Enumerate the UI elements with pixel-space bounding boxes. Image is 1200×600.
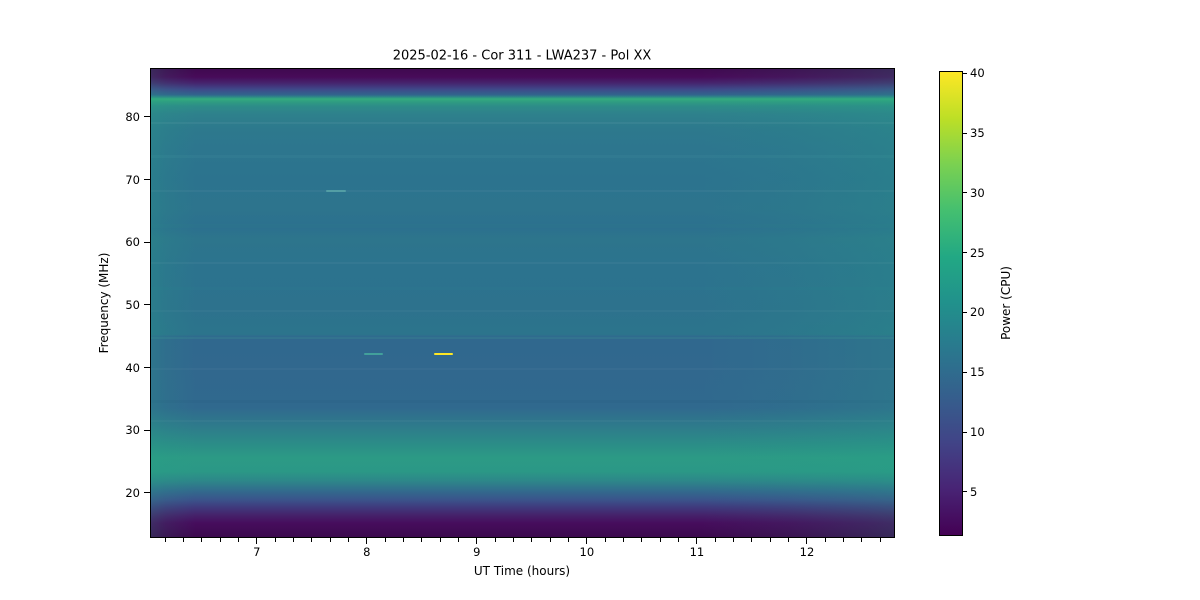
x-minor-tick bbox=[824, 538, 826, 542]
x-minor-tick bbox=[237, 538, 239, 542]
x-minor-tick bbox=[549, 538, 551, 542]
colorbar bbox=[939, 71, 963, 536]
y-tick bbox=[144, 241, 150, 243]
chart-title: 2025-02-16 - Cor 311 - LWA237 - Pol XX bbox=[392, 48, 652, 64]
y-tick bbox=[144, 179, 150, 181]
x-minor-tick bbox=[879, 538, 881, 542]
y-tick-label: 50 bbox=[125, 297, 140, 312]
colorbar-tick-label: 40 bbox=[970, 66, 985, 81]
y-tick-label: 30 bbox=[125, 423, 140, 438]
x-minor-tick bbox=[219, 538, 221, 542]
x-minor-tick bbox=[457, 538, 459, 542]
x-minor-tick bbox=[769, 538, 771, 542]
x-minor-tick bbox=[861, 538, 863, 542]
x-tick-label: 12 bbox=[799, 545, 815, 559]
x-axis-label: UT Time (hours) bbox=[473, 564, 571, 578]
band-stripe bbox=[151, 190, 894, 193]
x-tick-label: 8 bbox=[363, 545, 371, 559]
x-tick bbox=[256, 538, 258, 544]
x-minor-tick bbox=[604, 538, 606, 542]
y-tick-label: 60 bbox=[125, 235, 140, 250]
x-tick bbox=[586, 538, 588, 544]
colorbar-tick bbox=[963, 132, 967, 134]
y-axis-label: Frequency (MHz) bbox=[97, 252, 111, 354]
x-minor-tick bbox=[714, 538, 716, 542]
x-minor-tick bbox=[659, 538, 661, 542]
x-minor-tick bbox=[623, 538, 625, 542]
x-minor-tick bbox=[402, 538, 404, 542]
x-minor-tick bbox=[494, 538, 496, 542]
colorbar-tick bbox=[963, 252, 967, 254]
y-tick-label: 40 bbox=[125, 360, 140, 375]
x-minor-tick bbox=[201, 538, 203, 542]
colorbar-tick-label: 10 bbox=[970, 425, 985, 439]
x-tick-label: 7 bbox=[253, 545, 261, 559]
colorbar-tick bbox=[963, 72, 967, 74]
y-tick-label: 70 bbox=[125, 172, 140, 187]
x-minor-tick bbox=[292, 538, 294, 542]
x-tick bbox=[476, 538, 478, 544]
colorbar-label: Power (CPU) bbox=[999, 266, 1013, 340]
band-stripe bbox=[151, 154, 894, 158]
colorbar-tick-label: 35 bbox=[970, 126, 985, 141]
colorbar-tick bbox=[963, 431, 967, 433]
x-minor-tick bbox=[311, 538, 313, 542]
feature-faint-rfi-burst bbox=[364, 353, 384, 356]
colorbar-tick-label: 25 bbox=[970, 245, 985, 260]
y-tick bbox=[144, 116, 150, 118]
x-minor-tick bbox=[788, 538, 790, 542]
y-tick bbox=[144, 492, 150, 494]
band-stripe bbox=[151, 336, 894, 339]
x-tick bbox=[806, 538, 808, 544]
band-stripe bbox=[151, 399, 894, 403]
x-minor-tick bbox=[678, 538, 680, 542]
band-stripe bbox=[151, 262, 894, 265]
colorbar-tick-label: 30 bbox=[970, 185, 985, 200]
x-minor-tick bbox=[421, 538, 423, 542]
heatmap-base-gradient bbox=[151, 69, 894, 537]
band-stripe bbox=[151, 224, 894, 229]
x-tick bbox=[366, 538, 368, 544]
x-minor-tick bbox=[513, 538, 514, 542]
band-stripe bbox=[151, 287, 894, 291]
colorbar-tick bbox=[963, 311, 967, 313]
colorbar-tick bbox=[963, 371, 967, 373]
heatmap bbox=[150, 68, 895, 538]
band-stripe bbox=[151, 121, 894, 124]
x-minor-tick bbox=[751, 538, 753, 542]
x-minor-tick bbox=[182, 538, 184, 542]
y-tick-label: 80 bbox=[125, 109, 140, 124]
x-minor-tick bbox=[384, 538, 386, 542]
heatmap-features bbox=[151, 69, 894, 537]
colorbar-tick-label: 20 bbox=[970, 305, 985, 320]
colorbar-tick bbox=[963, 491, 967, 493]
y-tick bbox=[144, 367, 150, 369]
x-tick bbox=[696, 538, 698, 544]
x-minor-tick bbox=[531, 538, 533, 542]
feature-faint-streak bbox=[325, 190, 346, 193]
y-tick-label: 20 bbox=[125, 485, 140, 500]
x-tick-label: 10 bbox=[579, 545, 595, 559]
x-minor-tick bbox=[641, 538, 643, 542]
x-tick-label: 9 bbox=[473, 545, 481, 559]
feature-bright-rfi-burst bbox=[433, 352, 453, 355]
x-minor-tick bbox=[347, 538, 349, 542]
x-minor-tick bbox=[164, 538, 166, 542]
heatmap-edge-tint bbox=[151, 69, 894, 537]
colorbar-tick-label: 5 bbox=[970, 484, 978, 499]
colorbar-tick-label: 15 bbox=[970, 365, 985, 380]
x-tick-label: 11 bbox=[689, 545, 705, 559]
colorbar-tick bbox=[963, 192, 967, 194]
x-minor-tick bbox=[568, 538, 570, 542]
x-minor-tick bbox=[439, 538, 441, 542]
heatmap-banding-layer bbox=[151, 69, 894, 537]
x-minor-tick bbox=[274, 538, 276, 542]
y-tick bbox=[144, 304, 150, 306]
x-minor-tick bbox=[733, 538, 735, 542]
x-minor-tick bbox=[843, 538, 845, 542]
x-minor-tick bbox=[329, 538, 331, 542]
y-tick bbox=[144, 429, 150, 431]
